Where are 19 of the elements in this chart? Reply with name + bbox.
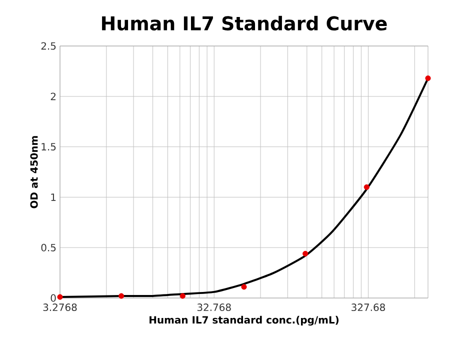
x-axis-title: Human IL7 standard conc.(pg/mL)	[150, 316, 339, 326]
point	[425, 75, 431, 82]
y-tick-label: 2	[50, 92, 56, 100]
y-axis-title: OD at 450nm	[30, 136, 38, 208]
x-tick-label: 32.768	[197, 304, 231, 312]
point	[302, 250, 308, 256]
y-tick-label: 0	[50, 294, 56, 302]
point	[118, 293, 124, 299]
chart-title: Human IL7 Standard Curve	[102, 16, 387, 30]
point	[241, 284, 247, 290]
point	[57, 294, 63, 300]
y-tick-label: 1.5	[42, 143, 56, 150]
y-tick-label: 0.5	[41, 244, 56, 252]
point	[180, 293, 186, 299]
x-tick-label: 327.68	[352, 304, 385, 312]
y-tick-label: 1	[51, 194, 56, 201]
point	[364, 184, 370, 190]
x-tick-label: 3.2768	[43, 304, 77, 312]
y-tick-label: 2.5	[41, 42, 56, 50]
